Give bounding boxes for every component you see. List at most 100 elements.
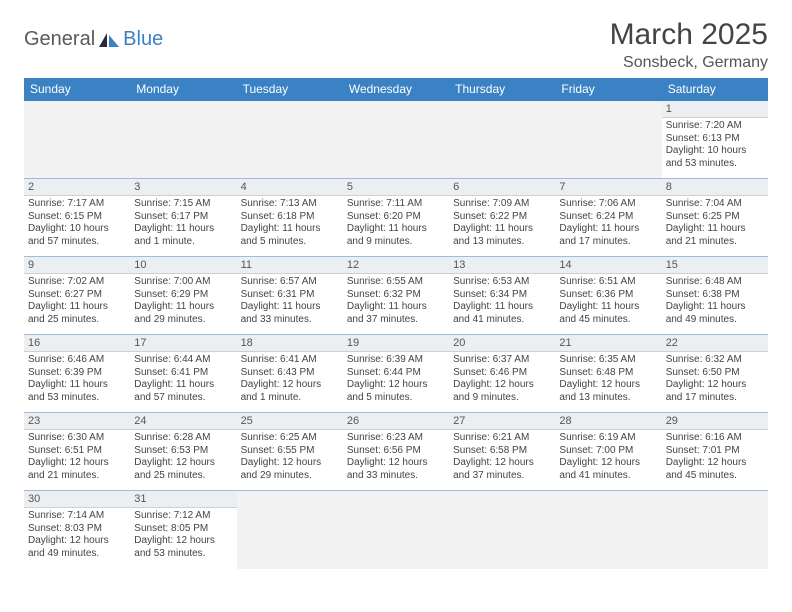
day-cell <box>449 101 555 179</box>
day-number: 26 <box>343 413 449 430</box>
day-cell: 30Sunrise: 7:14 AMSunset: 8:03 PMDayligh… <box>24 491 130 569</box>
day-cell: 27Sunrise: 6:21 AMSunset: 6:58 PMDayligh… <box>449 413 555 491</box>
day-number: 29 <box>662 413 768 430</box>
detail-line: Sunset: 6:46 PM <box>453 367 551 380</box>
day-detail: Sunrise: 6:39 AMSunset: 6:44 PMDaylight:… <box>343 352 449 406</box>
detail-line: and 17 minutes. <box>666 392 764 405</box>
sail-icon <box>97 31 121 49</box>
day-cell: 8Sunrise: 7:04 AMSunset: 6:25 PMDaylight… <box>662 179 768 257</box>
detail-line: Daylight: 11 hours <box>666 301 764 314</box>
day-number: 11 <box>237 257 343 274</box>
day-cell: 11Sunrise: 6:57 AMSunset: 6:31 PMDayligh… <box>237 257 343 335</box>
detail-line: and 41 minutes. <box>453 314 551 327</box>
day-detail: Sunrise: 6:35 AMSunset: 6:48 PMDaylight:… <box>555 352 661 406</box>
day-cell: 29Sunrise: 6:16 AMSunset: 7:01 PMDayligh… <box>662 413 768 491</box>
brand-text-1: General <box>24 28 95 51</box>
day-cell: 26Sunrise: 6:23 AMSunset: 6:56 PMDayligh… <box>343 413 449 491</box>
day-detail: Sunrise: 6:55 AMSunset: 6:32 PMDaylight:… <box>343 274 449 328</box>
week-row: 16Sunrise: 6:46 AMSunset: 6:39 PMDayligh… <box>24 335 768 413</box>
detail-line: Sunrise: 6:28 AM <box>134 432 232 445</box>
day-number: 20 <box>449 335 555 352</box>
day-number: 13 <box>449 257 555 274</box>
dayhead-sun: Sunday <box>24 78 130 101</box>
calendar-table: Sunday Monday Tuesday Wednesday Thursday… <box>24 78 768 569</box>
day-cell: 18Sunrise: 6:41 AMSunset: 6:43 PMDayligh… <box>237 335 343 413</box>
detail-line: Sunrise: 6:23 AM <box>347 432 445 445</box>
day-cell <box>343 491 449 569</box>
detail-line: and 45 minutes. <box>559 314 657 327</box>
detail-line: Sunset: 6:41 PM <box>134 367 232 380</box>
month-title: March 2025 <box>610 18 768 52</box>
detail-line: and 21 minutes. <box>28 470 126 483</box>
detail-line: Daylight: 12 hours <box>134 457 232 470</box>
day-number: 5 <box>343 179 449 196</box>
detail-line: Sunset: 6:20 PM <box>347 211 445 224</box>
dayhead-fri: Friday <box>555 78 661 101</box>
day-number: 6 <box>449 179 555 196</box>
day-detail: Sunrise: 7:17 AMSunset: 6:15 PMDaylight:… <box>24 196 130 250</box>
detail-line: Daylight: 11 hours <box>453 301 551 314</box>
day-detail: Sunrise: 6:19 AMSunset: 7:00 PMDaylight:… <box>555 430 661 484</box>
detail-line: Sunrise: 6:30 AM <box>28 432 126 445</box>
detail-line: Daylight: 11 hours <box>134 301 232 314</box>
detail-line: Sunset: 6:32 PM <box>347 289 445 302</box>
detail-line: Sunrise: 6:44 AM <box>134 354 232 367</box>
calendar-body: 1Sunrise: 7:20 AMSunset: 6:13 PMDaylight… <box>24 101 768 569</box>
detail-line: and 25 minutes. <box>28 314 126 327</box>
day-cell <box>24 101 130 179</box>
detail-line: Daylight: 12 hours <box>347 379 445 392</box>
detail-line: and 25 minutes. <box>134 470 232 483</box>
day-cell: 12Sunrise: 6:55 AMSunset: 6:32 PMDayligh… <box>343 257 449 335</box>
detail-line: Sunset: 6:50 PM <box>666 367 764 380</box>
day-number: 15 <box>662 257 768 274</box>
detail-line: Sunrise: 6:39 AM <box>347 354 445 367</box>
detail-line: Daylight: 11 hours <box>559 301 657 314</box>
detail-line: and 53 minutes. <box>666 158 764 171</box>
day-cell: 24Sunrise: 6:28 AMSunset: 6:53 PMDayligh… <box>130 413 236 491</box>
day-detail: Sunrise: 6:37 AMSunset: 6:46 PMDaylight:… <box>449 352 555 406</box>
day-number: 2 <box>24 179 130 196</box>
detail-line: and 37 minutes. <box>347 314 445 327</box>
detail-line: Sunrise: 7:14 AM <box>28 510 126 523</box>
detail-line: Sunset: 6:53 PM <box>134 445 232 458</box>
detail-line: Sunrise: 7:09 AM <box>453 198 551 211</box>
day-detail: Sunrise: 7:00 AMSunset: 6:29 PMDaylight:… <box>130 274 236 328</box>
detail-line: Daylight: 12 hours <box>134 535 232 548</box>
day-cell: 22Sunrise: 6:32 AMSunset: 6:50 PMDayligh… <box>662 335 768 413</box>
day-cell: 31Sunrise: 7:12 AMSunset: 8:05 PMDayligh… <box>130 491 236 569</box>
day-detail: Sunrise: 6:25 AMSunset: 6:55 PMDaylight:… <box>237 430 343 484</box>
day-detail: Sunrise: 6:53 AMSunset: 6:34 PMDaylight:… <box>449 274 555 328</box>
detail-line: Daylight: 12 hours <box>666 457 764 470</box>
day-number: 7 <box>555 179 661 196</box>
day-cell: 5Sunrise: 7:11 AMSunset: 6:20 PMDaylight… <box>343 179 449 257</box>
detail-line: Daylight: 10 hours <box>28 223 126 236</box>
detail-line: Sunrise: 7:02 AM <box>28 276 126 289</box>
detail-line: and 33 minutes. <box>241 314 339 327</box>
day-detail: Sunrise: 6:46 AMSunset: 6:39 PMDaylight:… <box>24 352 130 406</box>
day-cell <box>237 101 343 179</box>
detail-line: and 29 minutes. <box>241 470 339 483</box>
day-cell: 1Sunrise: 7:20 AMSunset: 6:13 PMDaylight… <box>662 101 768 179</box>
detail-line: Sunrise: 6:57 AM <box>241 276 339 289</box>
day-cell: 7Sunrise: 7:06 AMSunset: 6:24 PMDaylight… <box>555 179 661 257</box>
day-number: 10 <box>130 257 236 274</box>
day-detail: Sunrise: 7:04 AMSunset: 6:25 PMDaylight:… <box>662 196 768 250</box>
day-header-row: Sunday Monday Tuesday Wednesday Thursday… <box>24 78 768 101</box>
detail-line: Sunset: 6:13 PM <box>666 133 764 146</box>
detail-line: Sunset: 6:29 PM <box>134 289 232 302</box>
day-cell <box>449 491 555 569</box>
day-cell: 21Sunrise: 6:35 AMSunset: 6:48 PMDayligh… <box>555 335 661 413</box>
day-detail: Sunrise: 6:16 AMSunset: 7:01 PMDaylight:… <box>662 430 768 484</box>
detail-line: Sunrise: 7:00 AM <box>134 276 232 289</box>
detail-line: Daylight: 12 hours <box>559 379 657 392</box>
dayhead-tue: Tuesday <box>237 78 343 101</box>
dayhead-mon: Monday <box>130 78 236 101</box>
dayhead-sat: Saturday <box>662 78 768 101</box>
day-cell: 4Sunrise: 7:13 AMSunset: 6:18 PMDaylight… <box>237 179 343 257</box>
day-number: 1 <box>662 101 768 118</box>
day-cell <box>237 491 343 569</box>
detail-line: Daylight: 12 hours <box>453 457 551 470</box>
detail-line: Daylight: 12 hours <box>241 457 339 470</box>
day-number: 28 <box>555 413 661 430</box>
day-cell <box>343 101 449 179</box>
